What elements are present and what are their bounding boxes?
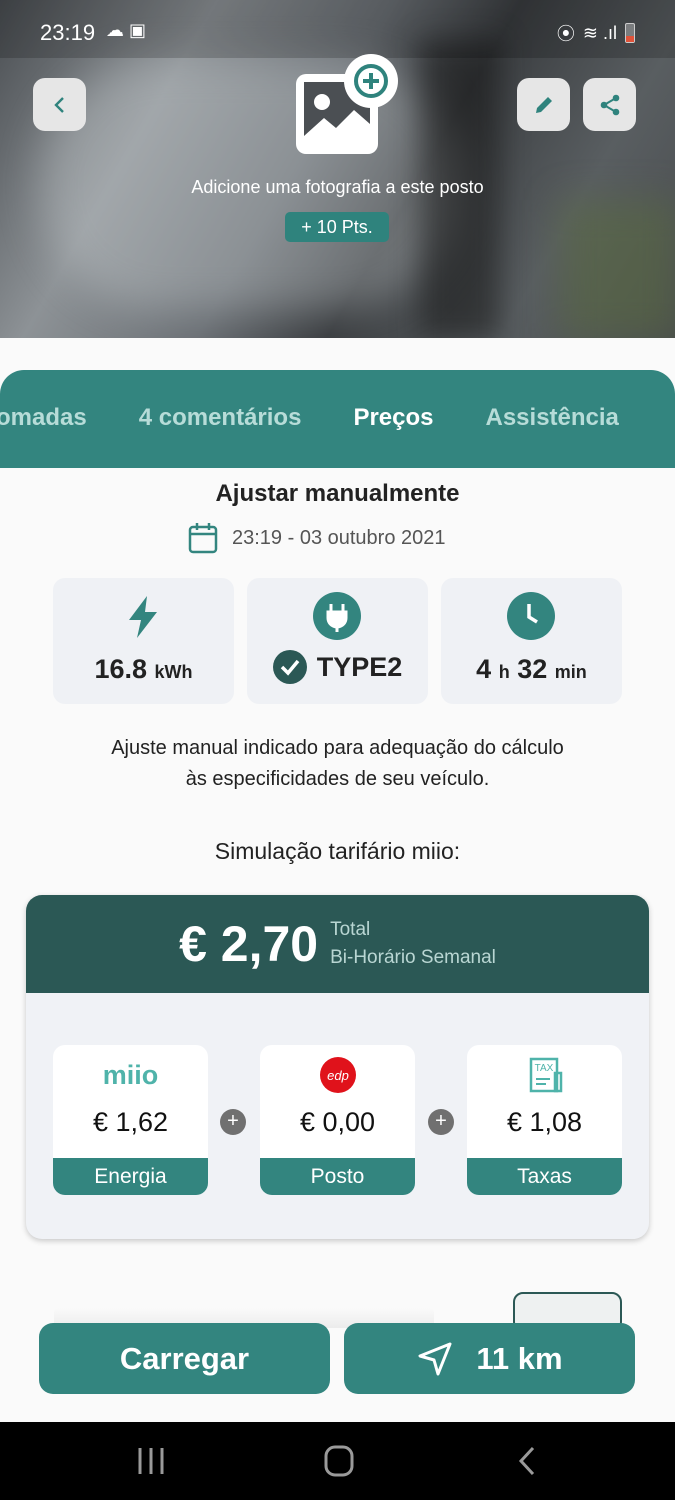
pencil-icon xyxy=(535,96,552,113)
description-line: Ajuste manual indicado para adequação do… xyxy=(111,737,564,759)
wifi-signal-icon: ≋ .ıl xyxy=(582,22,617,43)
datetime-text: 23:19 - 03 outubro 2021 xyxy=(232,526,446,549)
calendar-icon xyxy=(188,523,218,554)
tab-bar: omadas 4 comentários Preços Assistência xyxy=(0,370,675,468)
station-photo-header: 23:19 ☁ ▣ ⦿ ≋ .ıl Adicione uma fotografia… xyxy=(0,0,675,338)
share-icon xyxy=(600,94,619,115)
tax-icon: TAX xyxy=(467,1057,622,1093)
battery-icon xyxy=(625,23,635,43)
minutes-unit: min xyxy=(554,662,587,682)
tab-precos[interactable]: Preços xyxy=(353,404,434,431)
energy-price-card: miio € 1,62 Energia xyxy=(53,1045,208,1195)
duration-stat[interactable]: 4 h 32 min xyxy=(441,578,622,704)
tab-comentarios[interactable]: 4 comentários xyxy=(138,404,302,431)
station-label: Posto xyxy=(260,1158,415,1195)
page-title: Ajustar manualmente xyxy=(215,480,460,507)
home-icon[interactable] xyxy=(324,1445,354,1477)
chevron-left-icon xyxy=(53,96,64,113)
hours-value: 4 xyxy=(476,654,492,684)
recent-apps-icon[interactable] xyxy=(136,1446,166,1476)
points-badge: + 10 Pts. xyxy=(285,212,389,242)
station-amount: € 0,00 xyxy=(299,1107,376,1137)
energy-unit: kWh xyxy=(154,662,193,682)
tab-tomadas[interactable]: omadas xyxy=(0,404,87,431)
plus-icon: + xyxy=(428,1109,454,1135)
clock-icon xyxy=(507,592,555,640)
energy-value: 16.8 xyxy=(94,654,148,684)
back-button[interactable] xyxy=(33,78,86,131)
svg-text:TAX: TAX xyxy=(534,1063,553,1074)
status-time: 23:19 xyxy=(40,20,96,45)
manual-adjust-description: Ajuste manual indicado para adequação do… xyxy=(0,733,675,795)
location-icon: ⦿ xyxy=(556,24,575,44)
total-price: € 2,70 xyxy=(179,916,319,972)
back-nav-icon[interactable] xyxy=(515,1446,539,1476)
status-bar: 23:19 ☁ ▣ ⦿ ≋ .ıl xyxy=(0,0,675,58)
cloud-gallery-icon: ☁ ▣ xyxy=(106,20,147,40)
share-button[interactable] xyxy=(583,78,636,131)
tab-assistencia[interactable]: Assistência xyxy=(485,404,619,431)
total-label: Total xyxy=(330,919,371,940)
lightning-icon xyxy=(129,596,157,638)
plug-icon xyxy=(313,592,361,640)
connector-type: TYPE2 xyxy=(316,651,403,682)
tariff-simulation-card: € 2,70 Total Bi-Horário Semanal miio € 1,… xyxy=(26,895,649,1239)
edit-button[interactable] xyxy=(517,78,570,131)
minutes-value: 32 xyxy=(517,654,548,684)
plus-icon: + xyxy=(220,1109,246,1135)
add-photo-text: Adicione uma fotografia a este posto xyxy=(191,177,484,197)
distance-label: 11 km xyxy=(476,1340,563,1376)
navigation-arrow-icon xyxy=(418,1342,452,1375)
navigate-button[interactable]: 11 km xyxy=(344,1323,635,1394)
add-circle-icon[interactable] xyxy=(344,54,398,108)
charge-label: Carregar xyxy=(119,1340,250,1376)
connector-stat[interactable]: TYPE2 xyxy=(247,578,428,704)
description-line: às especificidades de seu veículo. xyxy=(185,768,490,790)
energy-amount: € 1,62 xyxy=(92,1107,169,1137)
miio-logo: miio xyxy=(102,1060,159,1090)
hours-unit: h xyxy=(498,662,510,682)
energy-label: Energia xyxy=(53,1158,208,1195)
taxes-amount: € 1,08 xyxy=(506,1107,583,1137)
system-nav-bar xyxy=(0,1422,675,1500)
simulation-title: Simulação tarifário miio: xyxy=(214,838,461,864)
taxes-label: Taxas xyxy=(467,1158,622,1195)
check-circle-icon xyxy=(272,650,307,684)
tariff-plan: Bi-Horário Semanal xyxy=(330,947,496,968)
energy-stat[interactable]: 16.8 kWh xyxy=(53,578,234,704)
charge-button[interactable]: Carregar xyxy=(39,1323,330,1394)
date-picker[interactable]: 23:19 - 03 outubro 2021 xyxy=(188,522,446,554)
taxes-price-card: TAX € 1,08 Taxas xyxy=(467,1045,622,1195)
station-price-card: edp € 0,00 Posto xyxy=(260,1045,415,1195)
edp-logo: edp xyxy=(260,1057,415,1093)
svg-text:edp: edp xyxy=(327,1068,349,1083)
